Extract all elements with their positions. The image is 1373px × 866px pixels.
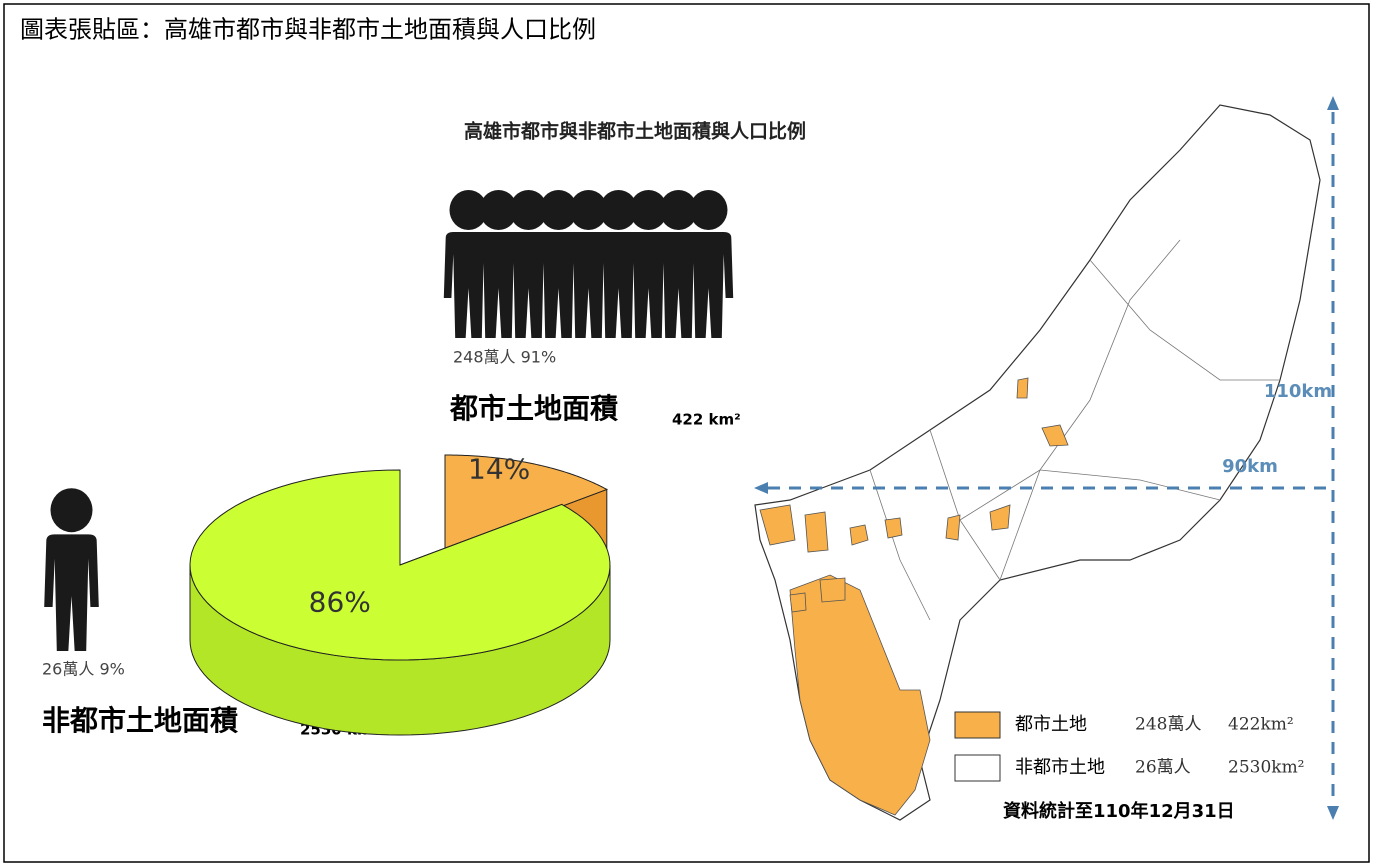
pie-label: 86% — [309, 586, 371, 619]
legend-name: 都市土地 — [1015, 714, 1087, 735]
legend-name: 非都市土地 — [1015, 757, 1105, 778]
map — [754, 104, 1321, 821]
pie-label: 14% — [468, 453, 530, 486]
scale-horizontal: 90km — [1222, 456, 1278, 477]
nonurban-label: 非都市土地面積 — [42, 704, 238, 737]
pie-slice — [189, 469, 611, 661]
urban-label: 都市土地面積 — [449, 392, 618, 425]
legend-area: 2530km² — [1228, 758, 1305, 778]
legend-swatch — [954, 711, 1001, 739]
legend: 都市土地 248萬人 422km² 非都市土地 26萬人 2530km² — [954, 711, 1305, 782]
urban-area: 422 km² — [672, 411, 741, 429]
map-note: 資料統計至110年12月31日 — [1003, 800, 1235, 822]
legend-swatch — [954, 754, 1001, 782]
legend-area: 422km² — [1228, 715, 1294, 735]
legend-population: 248萬人 — [1135, 715, 1201, 735]
pie-chart: 14% 86% — [189, 453, 611, 736]
scale-arrows — [768, 112, 1335, 805]
infographic-title: 高雄市都市與非都市土地面積與人口比例 — [464, 120, 806, 143]
legend-population: 26萬人 — [1135, 758, 1191, 778]
header-title: 圖表張貼區：高雄市都市與非都市土地面積與人口比例 — [20, 16, 596, 44]
scale-vertical: 110km — [1264, 381, 1332, 402]
urban-population: 248萬人 91% — [453, 348, 556, 367]
pie-slice — [444, 454, 609, 551]
nonurban-population: 26萬人 9% — [42, 660, 125, 679]
